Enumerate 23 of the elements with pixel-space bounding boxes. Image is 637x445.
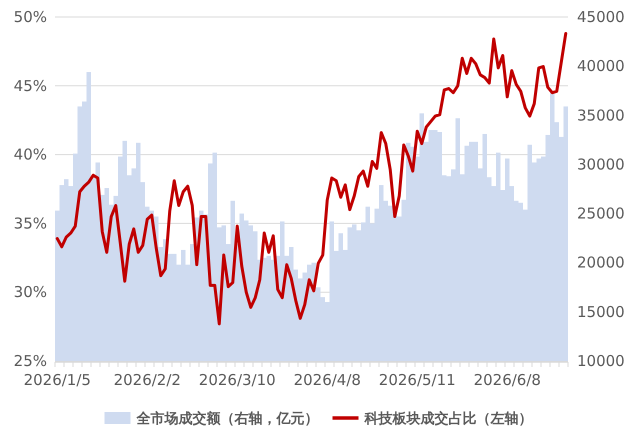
y-tick-label: 40%: [14, 146, 47, 164]
x-tick-label: 2026/3/10: [198, 371, 276, 389]
y2-tick-label: 30000: [577, 155, 625, 174]
line-series: [56, 32, 568, 326]
y2-tick-label: 25000: [577, 204, 625, 223]
y2-tick-label: 15000: [577, 302, 625, 321]
y2-tick-label: 10000: [577, 352, 625, 370]
x-tick-label: 2026/5/11: [378, 371, 456, 389]
y-tick-label: 45%: [14, 76, 47, 95]
y-tick-label: 30%: [14, 283, 47, 302]
y-tick-label: 50%: [14, 8, 47, 26]
y2-tick-label: 35000: [577, 106, 625, 124]
y-tick-label: 35%: [14, 214, 47, 232]
y-tick-label: 25%: [14, 352, 47, 370]
y2-tick-label: 40000: [577, 57, 625, 76]
legend-label: 全市场成交额（右轴，亿元）: [136, 410, 318, 427]
x-tick-label: 2026/2/2: [114, 371, 181, 389]
x-tick-label: 2026/6/8: [474, 371, 541, 389]
x-tick-label: 2026/1/5: [24, 371, 91, 389]
legend-label: 科技板块成交占比（左轴）: [364, 410, 532, 427]
y2-tick-label: 20000: [577, 254, 625, 272]
y2-tick-label: 45000: [577, 8, 625, 26]
x-tick-label: 2026/4/8: [294, 371, 361, 389]
